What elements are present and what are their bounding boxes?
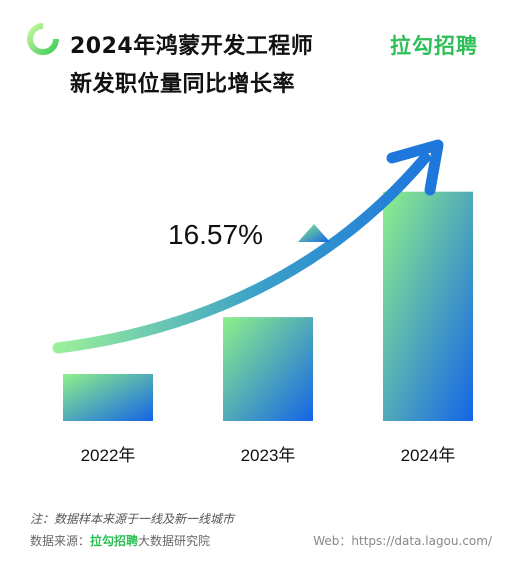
bar-2023年 bbox=[223, 317, 313, 421]
x-tick-label: 2023年 bbox=[241, 446, 296, 465]
source-prefix: 数据来源： bbox=[30, 534, 91, 548]
x-tick-label: 2024年 bbox=[401, 446, 456, 465]
growth-rate-label: 16.57% bbox=[168, 219, 263, 250]
source-suffix: 大数据研究院 bbox=[138, 534, 211, 548]
footnote: 注：数据样本来源于一线及新一线城市 bbox=[30, 512, 235, 526]
source-brand: 拉勾招聘 bbox=[90, 534, 139, 548]
web-link[interactable]: Web：https://data.lagou.com/ bbox=[313, 534, 492, 548]
bar-2024年 bbox=[383, 191, 473, 421]
x-tick-label: 2022年 bbox=[81, 446, 136, 465]
ring-logo-icon bbox=[27, 23, 59, 55]
growth-arrow-curve bbox=[52, 152, 431, 354]
chart-title: 2024年鸿蒙开发工程师 新发职位量同比增长率 bbox=[70, 28, 313, 104]
brand-logo-text: 拉勾招聘 bbox=[390, 34, 478, 58]
title-line-2: 新发职位量同比增长率 bbox=[70, 72, 296, 97]
bar-2022年 bbox=[63, 373, 153, 421]
title-line-1: 2024年鸿蒙开发工程师 bbox=[70, 34, 314, 59]
growth-arrow-head-icon bbox=[386, 139, 444, 196]
up-triangle-icon bbox=[298, 224, 330, 242]
data-source: 数据来源：拉勾招聘大数据研究院 bbox=[30, 532, 210, 549]
